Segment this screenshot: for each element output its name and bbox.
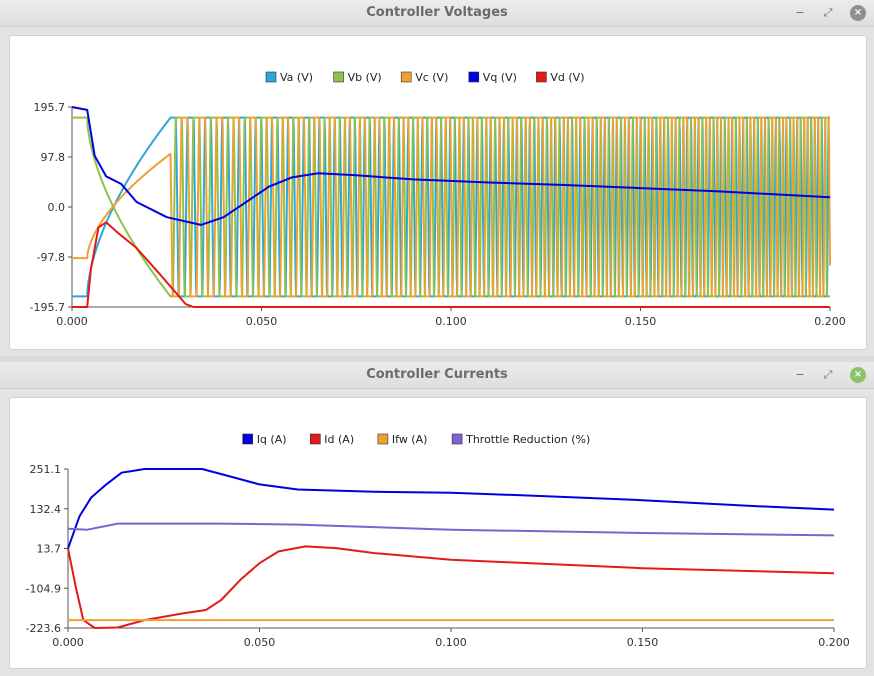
y-tick-label: 251.1: [30, 463, 62, 476]
y-tick-label: 132.4: [30, 503, 62, 516]
legend-label: Throttle Reduction (%): [465, 433, 590, 446]
legend-swatch: [400, 71, 412, 83]
y-tick-label: 0.0: [48, 201, 66, 214]
x-tick-label: 0.100: [435, 636, 467, 649]
y-tick-label: 195.7: [34, 101, 66, 114]
x-tick-label: 0.000: [56, 315, 88, 328]
series-line-iq-a-: [67, 468, 835, 549]
maximize-button[interactable]: ⤢: [823, 6, 833, 19]
series-line-vq-v-: [71, 106, 831, 226]
legend-label: Vc (V): [415, 71, 448, 84]
maximize-button[interactable]: ⤢: [823, 368, 833, 381]
currents-window-title: Controller Currents: [366, 367, 508, 382]
y-tick-label: -195.7: [30, 301, 65, 314]
legend: Va (V) Vb (V) Vc (V) Vq (V) Vd (V): [265, 71, 585, 84]
legend-swatch: [309, 433, 321, 445]
legend-label: Id (A): [324, 433, 354, 446]
y-tick-label: 97.8: [41, 151, 66, 164]
y-tick-label: -223.6: [26, 622, 61, 635]
y-tick-label: -104.9: [26, 582, 61, 595]
close-button[interactable]: ×: [850, 367, 866, 383]
series-line-throttle-reduction-: [67, 522, 835, 537]
close-button[interactable]: ×: [850, 5, 866, 21]
legend-swatch: [265, 71, 277, 83]
series-line-id-a-: [67, 545, 835, 629]
y-tick-label: -97.8: [37, 251, 65, 264]
legend-swatch: [377, 433, 389, 445]
x-tick-label: 0.200: [814, 315, 846, 328]
legend-swatch: [451, 433, 463, 445]
x-tick-label: 0.050: [244, 636, 276, 649]
series-line-vb-v-: [71, 116, 831, 298]
legend-label: Vq (V): [483, 71, 517, 84]
legend-label: Vd (V): [550, 71, 584, 84]
voltages-titlebar[interactable]: Controller Voltages − ⤢ ×: [0, 0, 874, 27]
voltages-window-title: Controller Voltages: [366, 5, 508, 20]
y-tick-label: 13.7: [37, 543, 62, 556]
legend: Iq (A) Id (A) Ifw (A) Throttle Reduction (%…: [242, 433, 590, 446]
legend-label: Iq (A): [257, 433, 287, 446]
currents-titlebar[interactable]: Controller Currents − ⤢ ×: [0, 362, 874, 389]
legend-swatch: [333, 71, 344, 83]
minimize-button[interactable]: −: [795, 368, 805, 381]
legend-label: Ifw (A): [392, 433, 428, 446]
x-tick-label: 0.100: [435, 315, 467, 328]
legend-swatch: [536, 71, 547, 83]
currents-chart-panel: 251.1 132.4 13.7 -104.9 -223.6 0.000 0.050 0.10…: [9, 397, 867, 669]
x-tick-label: 0.000: [52, 636, 84, 649]
voltages-chart-panel: 195.7 97.8 0.0 -97.8 -195.7 0.000 0.050 0.100 0.…: [9, 35, 867, 350]
currents-chart: 251.1 132.4 13.7 -104.9 -223.60.000 0.050 0.10…: [26, 433, 850, 649]
voltages-chart: 195.7 97.8 0.0 -97.8 -195.70.000 0.050 0.100 0.…: [30, 71, 846, 328]
x-tick-label: 0.200: [818, 636, 850, 649]
x-tick-label: 0.050: [246, 315, 278, 328]
legend-label: Va (V): [280, 71, 313, 84]
minimize-button[interactable]: −: [795, 6, 805, 19]
series-line-vc-v-: [71, 116, 831, 298]
legend-swatch: [242, 433, 253, 445]
x-tick-label: 0.150: [627, 636, 659, 649]
voltages-window: Controller Voltages − ⤢ × 195.7 97.8 0.0 -9…: [0, 0, 874, 350]
legend-swatch: [468, 71, 480, 83]
series-line-vd-v-: [72, 221, 830, 308]
x-tick-label: 0.150: [625, 315, 657, 328]
legend-label: Vb (V): [348, 71, 382, 84]
currents-window: Controller Currents − ⤢ × 251.1 132.4 13.7…: [0, 362, 874, 676]
